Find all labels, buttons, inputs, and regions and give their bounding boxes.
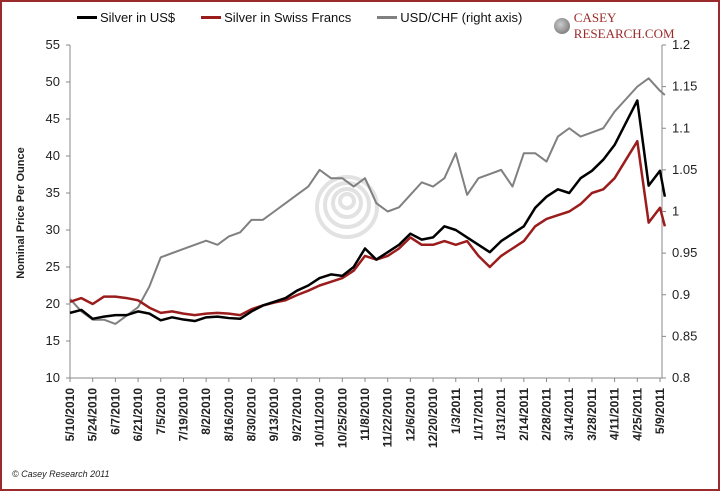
- x-tick-label: 10/25/2010: [335, 388, 349, 448]
- legend-swatch: [77, 16, 97, 19]
- legend-label: Silver in Swiss Francs: [224, 10, 352, 25]
- y-tick-label: 45: [46, 111, 60, 126]
- series-line-usd-chf-right-axis-: [69, 77, 666, 325]
- y2-tick-label: 1: [672, 204, 679, 219]
- x-tick-label: 9/27/2010: [290, 388, 304, 442]
- x-tick-label: 6/21/2010: [131, 388, 145, 442]
- x-tick-label: 12/20/2010: [426, 388, 440, 448]
- x-tick-label: 12/6/2010: [403, 388, 417, 442]
- x-tick-label: 1/31/2011: [494, 388, 508, 441]
- legend-item-usdchf: USD/CHF (right axis): [377, 10, 522, 25]
- y2-tick-label: 0.85: [672, 328, 697, 343]
- legend: Silver in US$ Silver in Swiss Francs USD…: [77, 10, 522, 25]
- y2-tick-label: 1.15: [672, 79, 697, 94]
- series-line-silver-in-us-: [69, 99, 667, 323]
- y-tick-label: 40: [46, 148, 60, 163]
- y-tick-label: 35: [46, 185, 60, 200]
- y2-tick-label: 1.1: [672, 120, 690, 135]
- x-tick-label: 2/14/2011: [517, 388, 531, 441]
- y-tick-label: 30: [46, 222, 60, 237]
- x-tick-label: 8/30/2010: [245, 388, 259, 442]
- x-tick-label: 3/28/2011: [585, 388, 599, 441]
- series-line-silver-in-swiss-francs: [69, 139, 667, 317]
- x-tick-label: 9/13/2010: [267, 388, 281, 442]
- y-tick-label: 20: [46, 296, 60, 311]
- y-tick-label: 15: [46, 333, 60, 348]
- legend-swatch: [377, 16, 398, 19]
- x-tick-label: 4/25/2011: [630, 388, 644, 441]
- x-tick-label: 5/10/2010: [63, 388, 77, 442]
- x-tick-label: 8/2/2010: [199, 388, 213, 435]
- watermark-swirl: [331, 187, 363, 219]
- watermark-swirl: [315, 175, 379, 239]
- y-tick-label: 10: [46, 370, 60, 385]
- x-tick-label: 8/16/2010: [222, 388, 236, 442]
- y-tick-label: 50: [46, 74, 60, 89]
- legend-item-silver-chf: Silver in Swiss Francs: [201, 10, 351, 25]
- logo-swirl-icon: [554, 18, 570, 34]
- watermark-swirl: [323, 181, 371, 229]
- x-tick-label: 5/9/2011: [653, 388, 667, 434]
- x-tick-label: 7/19/2010: [176, 388, 190, 442]
- logo-text: CASEY RESEARCH.COM: [573, 10, 675, 41]
- y2-tick-label: 1.05: [672, 162, 697, 177]
- legend-swatch: [201, 16, 222, 19]
- y2-tick-label: 0.95: [672, 245, 697, 260]
- x-tick-label: 1/3/2011: [449, 388, 463, 434]
- y2-tick-label: 1.2: [672, 37, 690, 52]
- x-tick-label: 7/5/2010: [154, 388, 168, 435]
- x-tick-label: 11/22/2010: [381, 388, 395, 448]
- x-tick-label: 3/14/2011: [562, 388, 576, 441]
- y-tick-label: 25: [46, 259, 60, 274]
- x-tick-label: 2/28/2011: [540, 388, 554, 441]
- x-tick-label: 10/11/2010: [313, 388, 327, 448]
- legend-label: Silver in US$: [100, 10, 176, 25]
- x-tick-label: 1/17/2011: [471, 388, 485, 441]
- watermark-swirl: [338, 192, 356, 210]
- y-tick-label: 55: [46, 37, 60, 52]
- y2-tick-label: 0.8: [672, 370, 690, 385]
- casey-research-logo: CASEY RESEARCH.COM: [554, 10, 718, 42]
- x-tick-label: 11/8/2010: [358, 388, 372, 441]
- legend-label: USD/CHF (right axis): [400, 10, 523, 25]
- legend-item-silver-usd: Silver in US$: [77, 10, 175, 25]
- x-tick-label: 6/7/2010: [108, 388, 122, 435]
- x-tick-label: 4/11/2011: [608, 388, 622, 440]
- y2-tick-label: 0.9: [672, 287, 690, 302]
- copyright: © Casey Research 2011: [12, 469, 110, 479]
- x-tick-label: 5/24/2010: [86, 388, 100, 442]
